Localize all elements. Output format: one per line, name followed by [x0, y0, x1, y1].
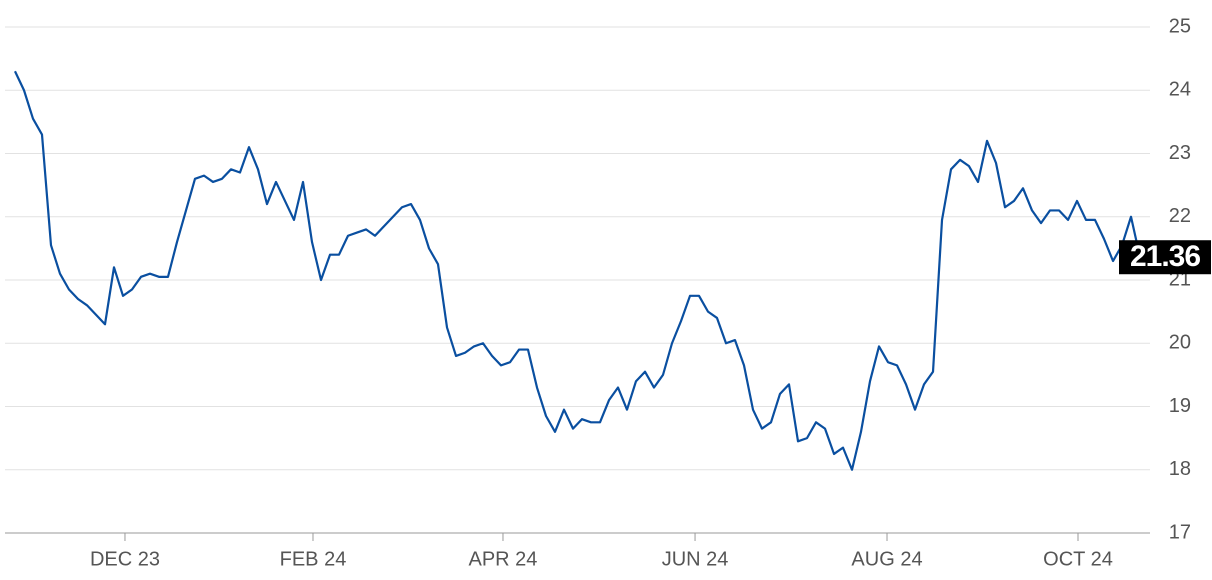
x-tick-label: OCT 24: [1043, 548, 1113, 570]
y-tick-label: 18: [1169, 458, 1191, 480]
x-tick-label: JUN 24: [662, 548, 729, 570]
y-tick-label: 17: [1169, 521, 1191, 543]
y-tick-label: 24: [1169, 79, 1191, 101]
y-tick-label: 20: [1169, 332, 1191, 354]
x-tick-label: FEB 24: [280, 548, 347, 570]
x-tick-label: AUG 24: [851, 548, 922, 570]
price-line: [13, 70, 1142, 471]
y-tick-label: 19: [1169, 395, 1191, 417]
y-tick-label: 22: [1169, 205, 1191, 227]
y-tick-label: 25: [1169, 15, 1191, 37]
last-value-label: 21.36: [1130, 240, 1200, 273]
x-tick-label: DEC 23: [90, 548, 160, 570]
y-tick-label: 23: [1169, 142, 1191, 164]
x-tick-label: APR 24: [469, 548, 538, 570]
last-value-box: [1119, 240, 1211, 275]
